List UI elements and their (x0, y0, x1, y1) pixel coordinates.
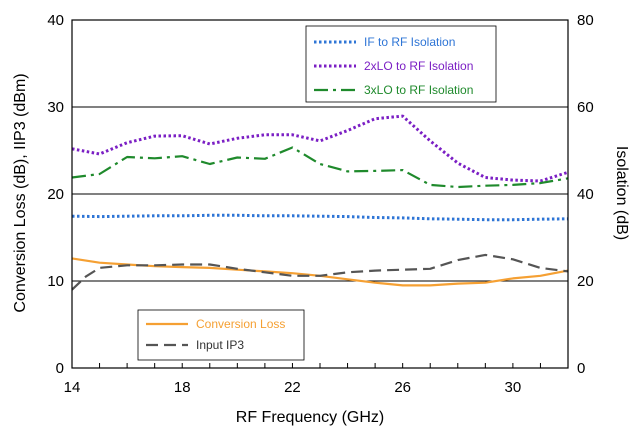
y-left-tick-label: 10 (47, 273, 64, 290)
legend-label: 3xLO to RF Isolation (364, 83, 473, 97)
axis-ticks: 14 18 22 26 30 0 10 20 30 40 0 20 40 60 80 (47, 12, 593, 396)
series-line-2 (71, 146, 569, 189)
y-right-tick-label: 0 (577, 360, 585, 377)
series-line-0 (71, 213, 569, 222)
x-tick-label: 26 (394, 379, 411, 396)
legend-conversion-box (137, 309, 305, 361)
x-tick-label: 14 (64, 379, 81, 396)
y-right-tick-label: 60 (577, 99, 594, 116)
y-right-tick-label: 40 (577, 186, 594, 203)
y-axis-left-title: Conversion Loss (dB), IIP3 (dBm) (12, 73, 29, 312)
y-axis-right-title: Isolation (dB) (613, 146, 630, 240)
x-tick-label: 30 (505, 379, 522, 396)
y-left-tick-label: 30 (47, 99, 64, 116)
y-right-tick-label: 80 (577, 12, 594, 29)
legend-label: Input IP3 (196, 338, 244, 352)
legend-isolation-box (305, 25, 497, 103)
x-tick-label: 22 (284, 379, 301, 396)
x-axis-title: RF Frequency (GHz) (236, 409, 384, 426)
legend-isolation: IF to RF Isolation 2xLO to RF Isolation 3x… (305, 25, 497, 103)
legend-label: Conversion Loss (196, 317, 285, 331)
grid-lines (72, 106, 568, 282)
legend-label: IF to RF Isolation (364, 35, 455, 49)
series-line-1 (71, 114, 569, 183)
y-left-tick-label: 20 (47, 186, 64, 203)
legend-conversion: Conversion Loss Input IP3 (137, 309, 305, 361)
series-lines (71, 114, 569, 291)
y-left-tick-label: 40 (47, 12, 64, 29)
series-line-4 (71, 253, 569, 291)
legend-label: 2xLO to RF Isolation (364, 59, 473, 73)
x-tick-label: 18 (174, 379, 191, 396)
y-left-tick-label: 0 (56, 360, 64, 377)
y-right-tick-label: 20 (577, 273, 594, 290)
